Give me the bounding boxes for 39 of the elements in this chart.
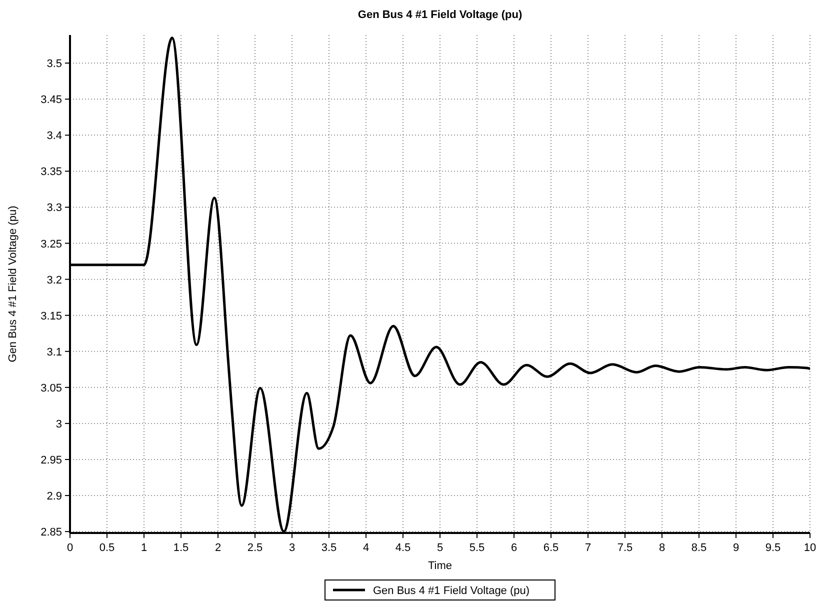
y-tick-label: 3.15 (40, 310, 62, 322)
legend-label: Gen Bus 4 #1 Field Voltage (pu) (373, 585, 530, 597)
x-tick-label: 9.5 (765, 542, 781, 554)
x-tick-label: 7.5 (617, 542, 633, 554)
y-axis-title: Gen Bus 4 #1 Field Voltage (pu) (7, 206, 19, 362)
x-tick-label: 2.5 (247, 542, 263, 554)
y-tick-label: 3.3 (46, 202, 62, 214)
x-tick-label: 4 (362, 542, 370, 554)
y-tick-label: 3.1 (46, 346, 62, 358)
x-tick-label: 2 (214, 542, 222, 554)
x-tick-label: 6 (510, 542, 518, 554)
y-tick-label: 3.35 (40, 166, 62, 178)
x-tick-label: 9 (732, 542, 740, 554)
x-tick-label: 1.5 (173, 542, 189, 554)
y-tick-label: 3.05 (40, 382, 62, 394)
y-tick-label: 3.5 (46, 58, 62, 70)
x-tick-label: 8.5 (691, 542, 707, 554)
y-tick-label: 3.2 (46, 274, 62, 286)
x-tick-label: 5 (436, 542, 444, 554)
x-tick-label: 10 (804, 542, 816, 554)
x-axis-title: Time (428, 560, 452, 572)
x-tick-label: 6.5 (543, 542, 559, 554)
x-tick-label: 3 (288, 542, 296, 554)
y-tick-label: 2.85 (40, 526, 62, 539)
chart-title: Gen Bus 4 #1 Field Voltage (pu) (358, 9, 522, 21)
y-tick-label: 3.4 (46, 130, 62, 142)
x-tick-label: 3.5 (321, 542, 337, 554)
x-tick-label: 8 (658, 542, 666, 554)
y-tick-label: 3.45 (40, 94, 62, 106)
y-tick-label: 2.95 (40, 454, 62, 466)
y-tick-label: 2.9 (46, 490, 62, 503)
x-tick-label: 5.5 (469, 542, 485, 554)
y-tick-label: 3 (56, 418, 62, 430)
x-tick-label: 1 (140, 542, 148, 554)
x-tick-label: 7 (584, 542, 592, 554)
x-tick-label: 0.5 (99, 542, 115, 554)
x-tick-label: 0 (66, 542, 74, 554)
x-tick-label: 4.5 (395, 542, 411, 554)
y-tick-label: 3.25 (40, 238, 62, 250)
